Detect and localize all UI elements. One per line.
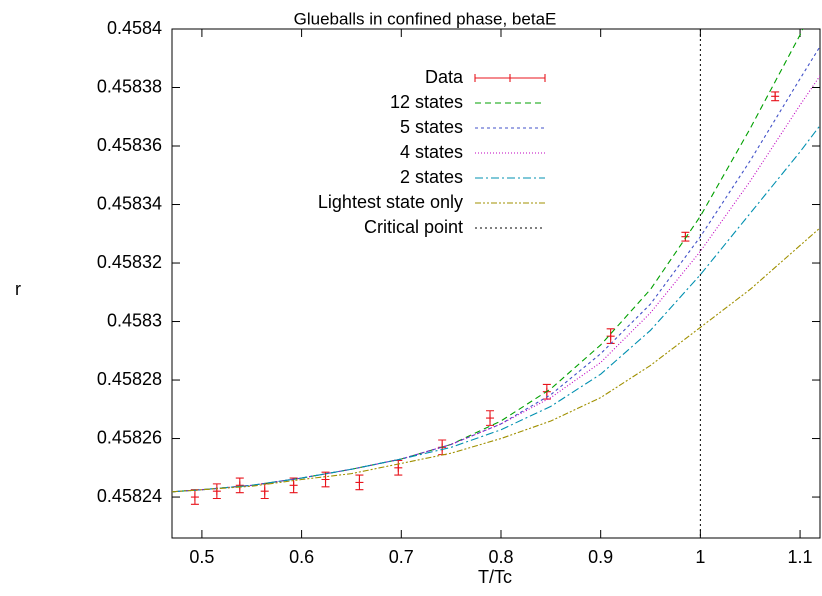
data-point: [681, 232, 690, 241]
curve: [172, 29, 804, 493]
x-tick-label: 0.7: [389, 547, 414, 567]
plot-area: [172, 29, 820, 538]
curve: [172, 75, 820, 493]
y-tick-label: 0.4584: [107, 18, 162, 38]
data-point: [394, 463, 403, 472]
y-tick-label: 0.45838: [97, 76, 162, 96]
data-point: [289, 481, 298, 490]
x-tick-label: 0.6: [289, 547, 314, 567]
chart-title: Glueballs in confined phase, betaE: [294, 9, 557, 28]
legend-label: 12 states: [390, 92, 463, 112]
x-tick-label: 0.5: [189, 547, 214, 567]
y-tick-label: 0.45836: [97, 135, 162, 155]
legend-label: 5 states: [400, 117, 463, 137]
y-tick-label: 0.4583: [107, 310, 162, 330]
curve: [172, 46, 820, 493]
plot-frame: [171, 28, 821, 539]
data-point: [486, 414, 495, 423]
data-point: [771, 92, 780, 101]
x-axis-label: T/Tc: [478, 567, 512, 587]
legend-label: Critical point: [364, 217, 463, 237]
curve: [172, 125, 820, 493]
x-tick-label: 0.9: [588, 547, 613, 567]
legend-label: Data: [425, 67, 464, 87]
y-tick-label: 0.45828: [97, 369, 162, 389]
y-axis-label: r: [15, 279, 21, 299]
y-tick-label: 0.45824: [97, 486, 162, 506]
x-tick-label: 1.1: [788, 547, 813, 567]
data-point: [606, 332, 615, 341]
y-tick-label: 0.45826: [97, 427, 162, 447]
x-tick-label: 1: [695, 547, 705, 567]
x-tick-label: 0.8: [488, 547, 513, 567]
y-tick-label: 0.45832: [97, 252, 162, 272]
y-tick-label: 0.45834: [97, 193, 162, 213]
data-point: [190, 493, 199, 502]
data-point: [235, 481, 244, 490]
curve: [172, 227, 820, 493]
legend-swatch: [474, 74, 546, 82]
legend-label: 4 states: [400, 142, 463, 162]
data-point: [260, 487, 269, 496]
data-point: [321, 475, 330, 484]
legend-label: Lightest state only: [318, 192, 463, 212]
legend-label: 2 states: [400, 167, 463, 187]
data-point: [355, 478, 364, 487]
